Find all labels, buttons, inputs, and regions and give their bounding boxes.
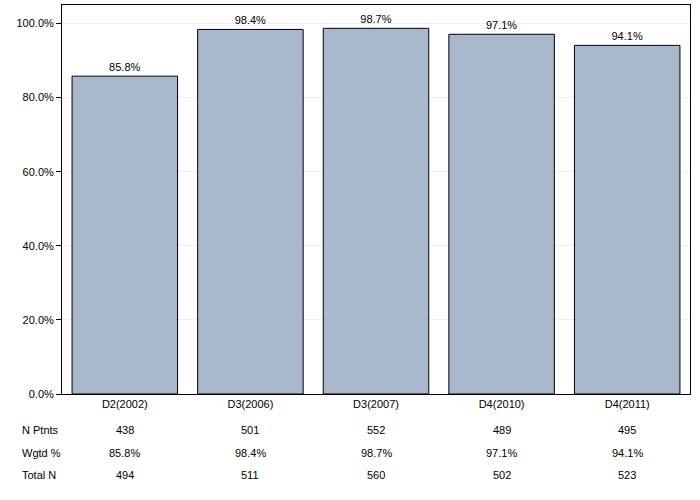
svg-text:85.8%: 85.8% (109, 447, 140, 459)
svg-text:511: 511 (241, 469, 259, 481)
svg-text:D4(2011): D4(2011) (605, 398, 650, 410)
svg-text:20.0%: 20.0% (23, 314, 54, 326)
svg-text:560: 560 (367, 469, 385, 481)
svg-text:501: 501 (241, 424, 259, 436)
svg-text:495: 495 (618, 424, 636, 436)
svg-text:98.4%: 98.4% (235, 447, 266, 459)
svg-text:40.0%: 40.0% (23, 240, 54, 252)
svg-text:438: 438 (116, 424, 134, 436)
svg-text:N Ptnts: N Ptnts (22, 424, 59, 436)
svg-text:489: 489 (493, 424, 511, 436)
svg-text:0.0%: 0.0% (29, 388, 54, 400)
svg-text:98.4%: 98.4% (235, 14, 266, 26)
svg-text:502: 502 (493, 469, 511, 481)
svg-text:D2(2002): D2(2002) (102, 398, 148, 410)
svg-text:Wgtd %: Wgtd % (22, 447, 61, 459)
svg-text:60.0%: 60.0% (23, 166, 54, 178)
svg-text:98.7%: 98.7% (360, 13, 391, 25)
svg-text:80.0%: 80.0% (23, 91, 54, 103)
svg-text:523: 523 (618, 469, 636, 481)
svg-text:98.7%: 98.7% (361, 447, 392, 459)
svg-text:85.8%: 85.8% (109, 61, 140, 73)
svg-text:97.1%: 97.1% (486, 447, 517, 459)
svg-text:Total N: Total N (22, 469, 56, 481)
svg-text:100.0%: 100.0% (16, 17, 54, 29)
svg-text:D3(2006): D3(2006) (227, 398, 273, 410)
svg-text:97.1%: 97.1% (486, 19, 517, 31)
svg-text:94.1%: 94.1% (612, 447, 643, 459)
svg-text:552: 552 (367, 424, 385, 436)
svg-text:D4(2010): D4(2010) (479, 398, 525, 410)
svg-text:94.1%: 94.1% (611, 30, 642, 42)
svg-text:494: 494 (116, 469, 134, 481)
svg-text:D3(2007): D3(2007) (353, 398, 399, 410)
